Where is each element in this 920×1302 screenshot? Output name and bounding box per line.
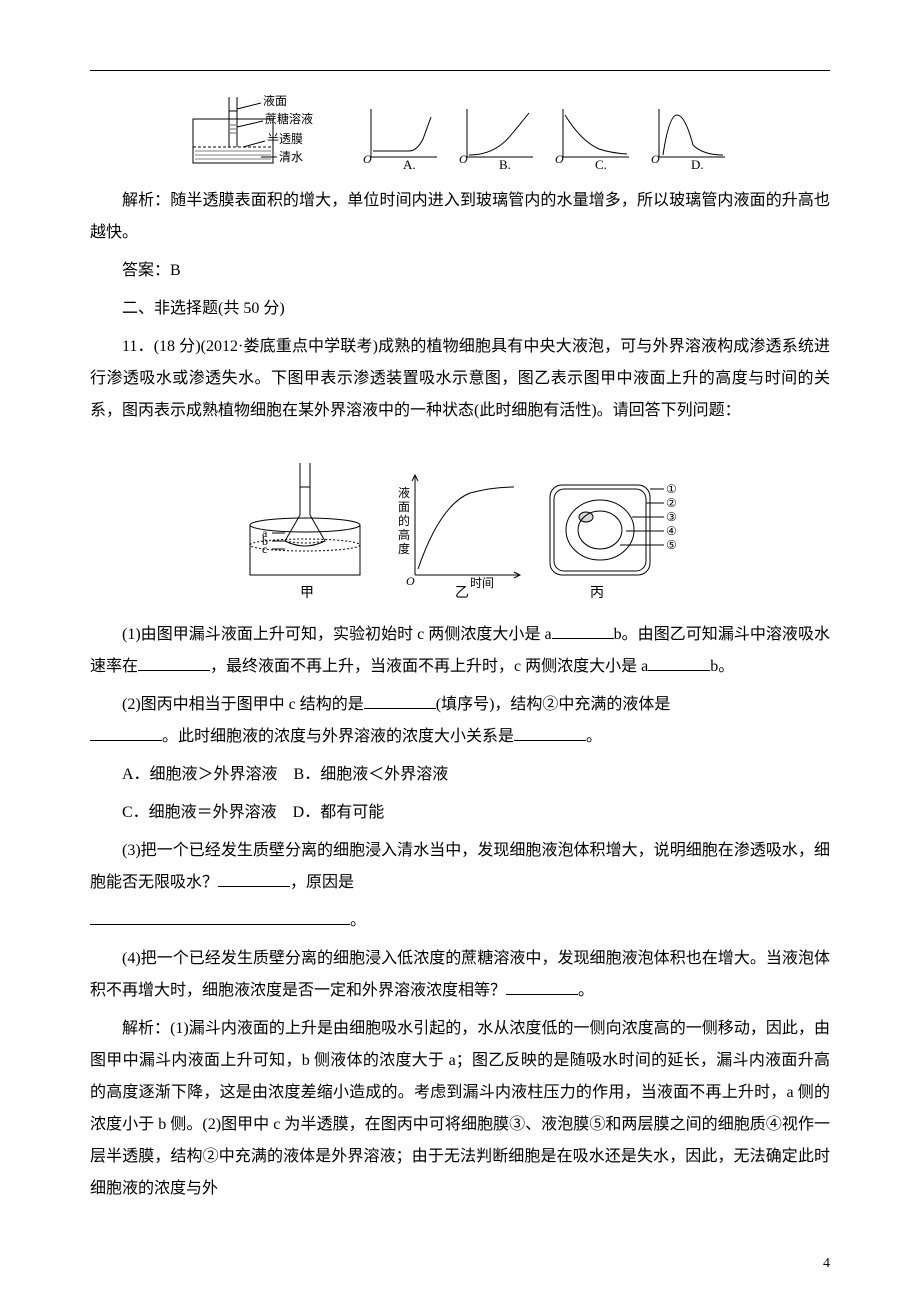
middle-figure-row: a b c 甲 液 面 的 高 度 O 时间 乙 bbox=[90, 445, 830, 605]
analysis-para: 解析：随半透膜表面积的增大，单位时间内进入到玻璃管内的水量增多，所以玻璃管内液面… bbox=[90, 185, 830, 249]
bing-c4: ④ bbox=[666, 524, 677, 538]
graph-d: O D. bbox=[647, 101, 737, 171]
graph-c-letter: C. bbox=[595, 157, 607, 171]
yi-ylabel-4: 高 bbox=[398, 527, 410, 542]
blank-q1-1 bbox=[552, 620, 614, 639]
axis-origin-c: O bbox=[555, 152, 564, 166]
yi-label: 乙 bbox=[455, 585, 469, 601]
fig-jia bbox=[250, 463, 360, 575]
graph-b: O B. bbox=[455, 101, 545, 171]
graph-c: O C. bbox=[551, 101, 641, 171]
axis-origin-d: O bbox=[651, 152, 660, 166]
opts-line-2: C．细胞液＝外界溶液 D．都有可能 bbox=[90, 797, 830, 829]
graph-a: O A. bbox=[359, 101, 449, 171]
q3-b: ，原因是 bbox=[290, 874, 354, 891]
answer-line: 答案：B bbox=[90, 255, 830, 287]
bing-c3: ③ bbox=[666, 510, 677, 524]
q11-intro: 11．(18 分)(2012·娄底重点中学联考)成熟的植物细胞具有中央大液泡，可… bbox=[90, 331, 830, 427]
jia-label: 甲 bbox=[300, 586, 314, 601]
apparatus-diagram: 液面 蔗糖溶液 半透膜 清水 bbox=[183, 91, 353, 171]
yi-xlabel: 时间 bbox=[470, 576, 494, 590]
top-rule bbox=[90, 70, 830, 71]
q3-c: 。 bbox=[350, 912, 366, 929]
q4-a: (4)把一个已经发生质壁分离的细胞浸入低浓度的蔗糖溶液中，发现细胞液泡体积也在增… bbox=[90, 950, 830, 999]
yi-ylabel-1: 液 bbox=[398, 485, 410, 500]
label-liquid-surface: 液面 bbox=[263, 93, 287, 108]
q2-a: (2)图丙中相当于图甲中 c 结构的是 bbox=[122, 696, 364, 713]
blank-q2-2 bbox=[90, 722, 162, 741]
axis-origin-b: O bbox=[459, 152, 468, 166]
q3-a: (3)把一个已经发生质壁分离的细胞浸入清水当中，发现细胞液泡体积增大，说明细胞在… bbox=[90, 842, 830, 891]
jia-letter-c: c bbox=[262, 542, 267, 556]
q4-line: (4)把一个已经发生质壁分离的细胞浸入低浓度的蔗糖溶液中，发现细胞液泡体积也在增… bbox=[90, 943, 830, 1007]
blank-q3-1 bbox=[218, 868, 290, 887]
yi-ylabel-5: 度 bbox=[398, 541, 410, 556]
blank-q2-1 bbox=[364, 690, 436, 709]
graph-a-letter: A. bbox=[403, 157, 416, 171]
bing-c5: ⑤ bbox=[666, 538, 677, 552]
q1-a: (1)由图甲漏斗液面上升可知，实验初始时 c 两侧浓度大小是 a bbox=[122, 626, 552, 643]
bing-c1: ① bbox=[666, 482, 677, 496]
blank-q4-1 bbox=[506, 976, 578, 995]
q2-d: 。 bbox=[586, 728, 602, 745]
q1-line: (1)由图甲漏斗液面上升可知，实验初始时 c 两侧浓度大小是 ab。由图乙可知漏… bbox=[90, 619, 830, 683]
page-number: 4 bbox=[823, 1256, 830, 1272]
graph-d-letter: D. bbox=[691, 157, 704, 171]
top-figure-row: 液面 蔗糖溶液 半透膜 清水 O A. O B. bbox=[90, 91, 830, 171]
q1-d: b。 bbox=[710, 658, 734, 675]
q3-line: (3)把一个已经发生质壁分离的细胞浸入清水当中，发现细胞液泡体积增大，说明细胞在… bbox=[90, 835, 830, 899]
q1-c: ，最终液面不再上升，当液面不再上升时，c 两侧浓度大小是 a bbox=[210, 658, 648, 675]
q2-b: (填序号)，结构②中充满的液体是 bbox=[436, 696, 671, 713]
q2-line: (2)图丙中相当于图甲中 c 结构的是 (填序号)，结构②中充满的液体是 。此时细… bbox=[90, 689, 830, 753]
fig-bing bbox=[550, 485, 664, 575]
label-water: 清水 bbox=[279, 150, 303, 164]
q2-c: 。此时细胞液的浓度与外界溶液的浓度大小关系是 bbox=[162, 728, 514, 745]
axis-origin-a: O bbox=[363, 152, 372, 166]
fig-yi bbox=[412, 475, 520, 578]
section2-title: 二、非选择题(共 50 分) bbox=[90, 293, 830, 325]
yi-ylabel-3: 的 bbox=[398, 513, 410, 528]
blank-q3-2 bbox=[90, 906, 350, 925]
yi-origin: O bbox=[406, 574, 415, 588]
bing-c2: ② bbox=[666, 496, 677, 510]
label-membrane: 半透膜 bbox=[267, 132, 303, 146]
explain-para: 解析：(1)漏斗内液面的上升是由细胞吸水引起的，水从浓度低的一侧向浓度高的一侧移… bbox=[90, 1013, 830, 1205]
q3-tail: 。 bbox=[90, 905, 830, 937]
bing-label: 丙 bbox=[590, 586, 604, 601]
blank-q1-2 bbox=[138, 652, 210, 671]
q4-b: 。 bbox=[578, 982, 594, 999]
yi-ylabel-2: 面 bbox=[398, 500, 410, 514]
blank-q1-3 bbox=[648, 652, 710, 671]
label-sucrose: 蔗糖溶液 bbox=[265, 111, 313, 126]
graph-b-letter: B. bbox=[499, 157, 511, 171]
opts-line-1: A．细胞液＞外界溶液 B．细胞液＜外界溶液 bbox=[90, 759, 830, 791]
blank-q2-3 bbox=[514, 722, 586, 741]
